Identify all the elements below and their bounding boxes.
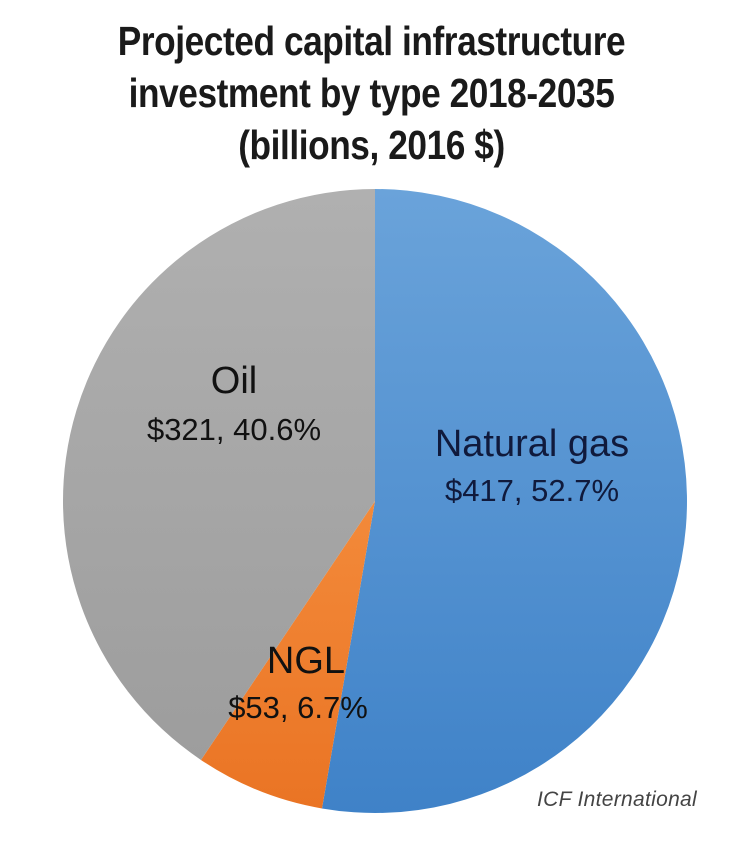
chart-title-line-3: (billions, 2016 $) bbox=[238, 122, 505, 168]
chart-title-line-2: investment by type 2018-2035 bbox=[128, 70, 615, 116]
pie-slice-natural-gas bbox=[321, 189, 687, 813]
slice-label-oil: Oil bbox=[211, 360, 257, 402]
chart-title-line-1: Projected capital infrastructure bbox=[117, 18, 626, 64]
pie-slice-oil bbox=[62, 188, 376, 760]
slice-label-natural-gas: Natural gas bbox=[435, 423, 629, 465]
source-credit: ICF International bbox=[537, 788, 697, 811]
slice-label-ngl: NGL bbox=[267, 640, 345, 682]
pie-slice-ngl bbox=[200, 501, 375, 809]
slice-value-natural-gas: $417, 52.7% bbox=[445, 473, 619, 508]
slice-value-ngl: $53, 6.7% bbox=[228, 690, 368, 725]
slice-value-oil: $321, 40.6% bbox=[147, 412, 321, 447]
